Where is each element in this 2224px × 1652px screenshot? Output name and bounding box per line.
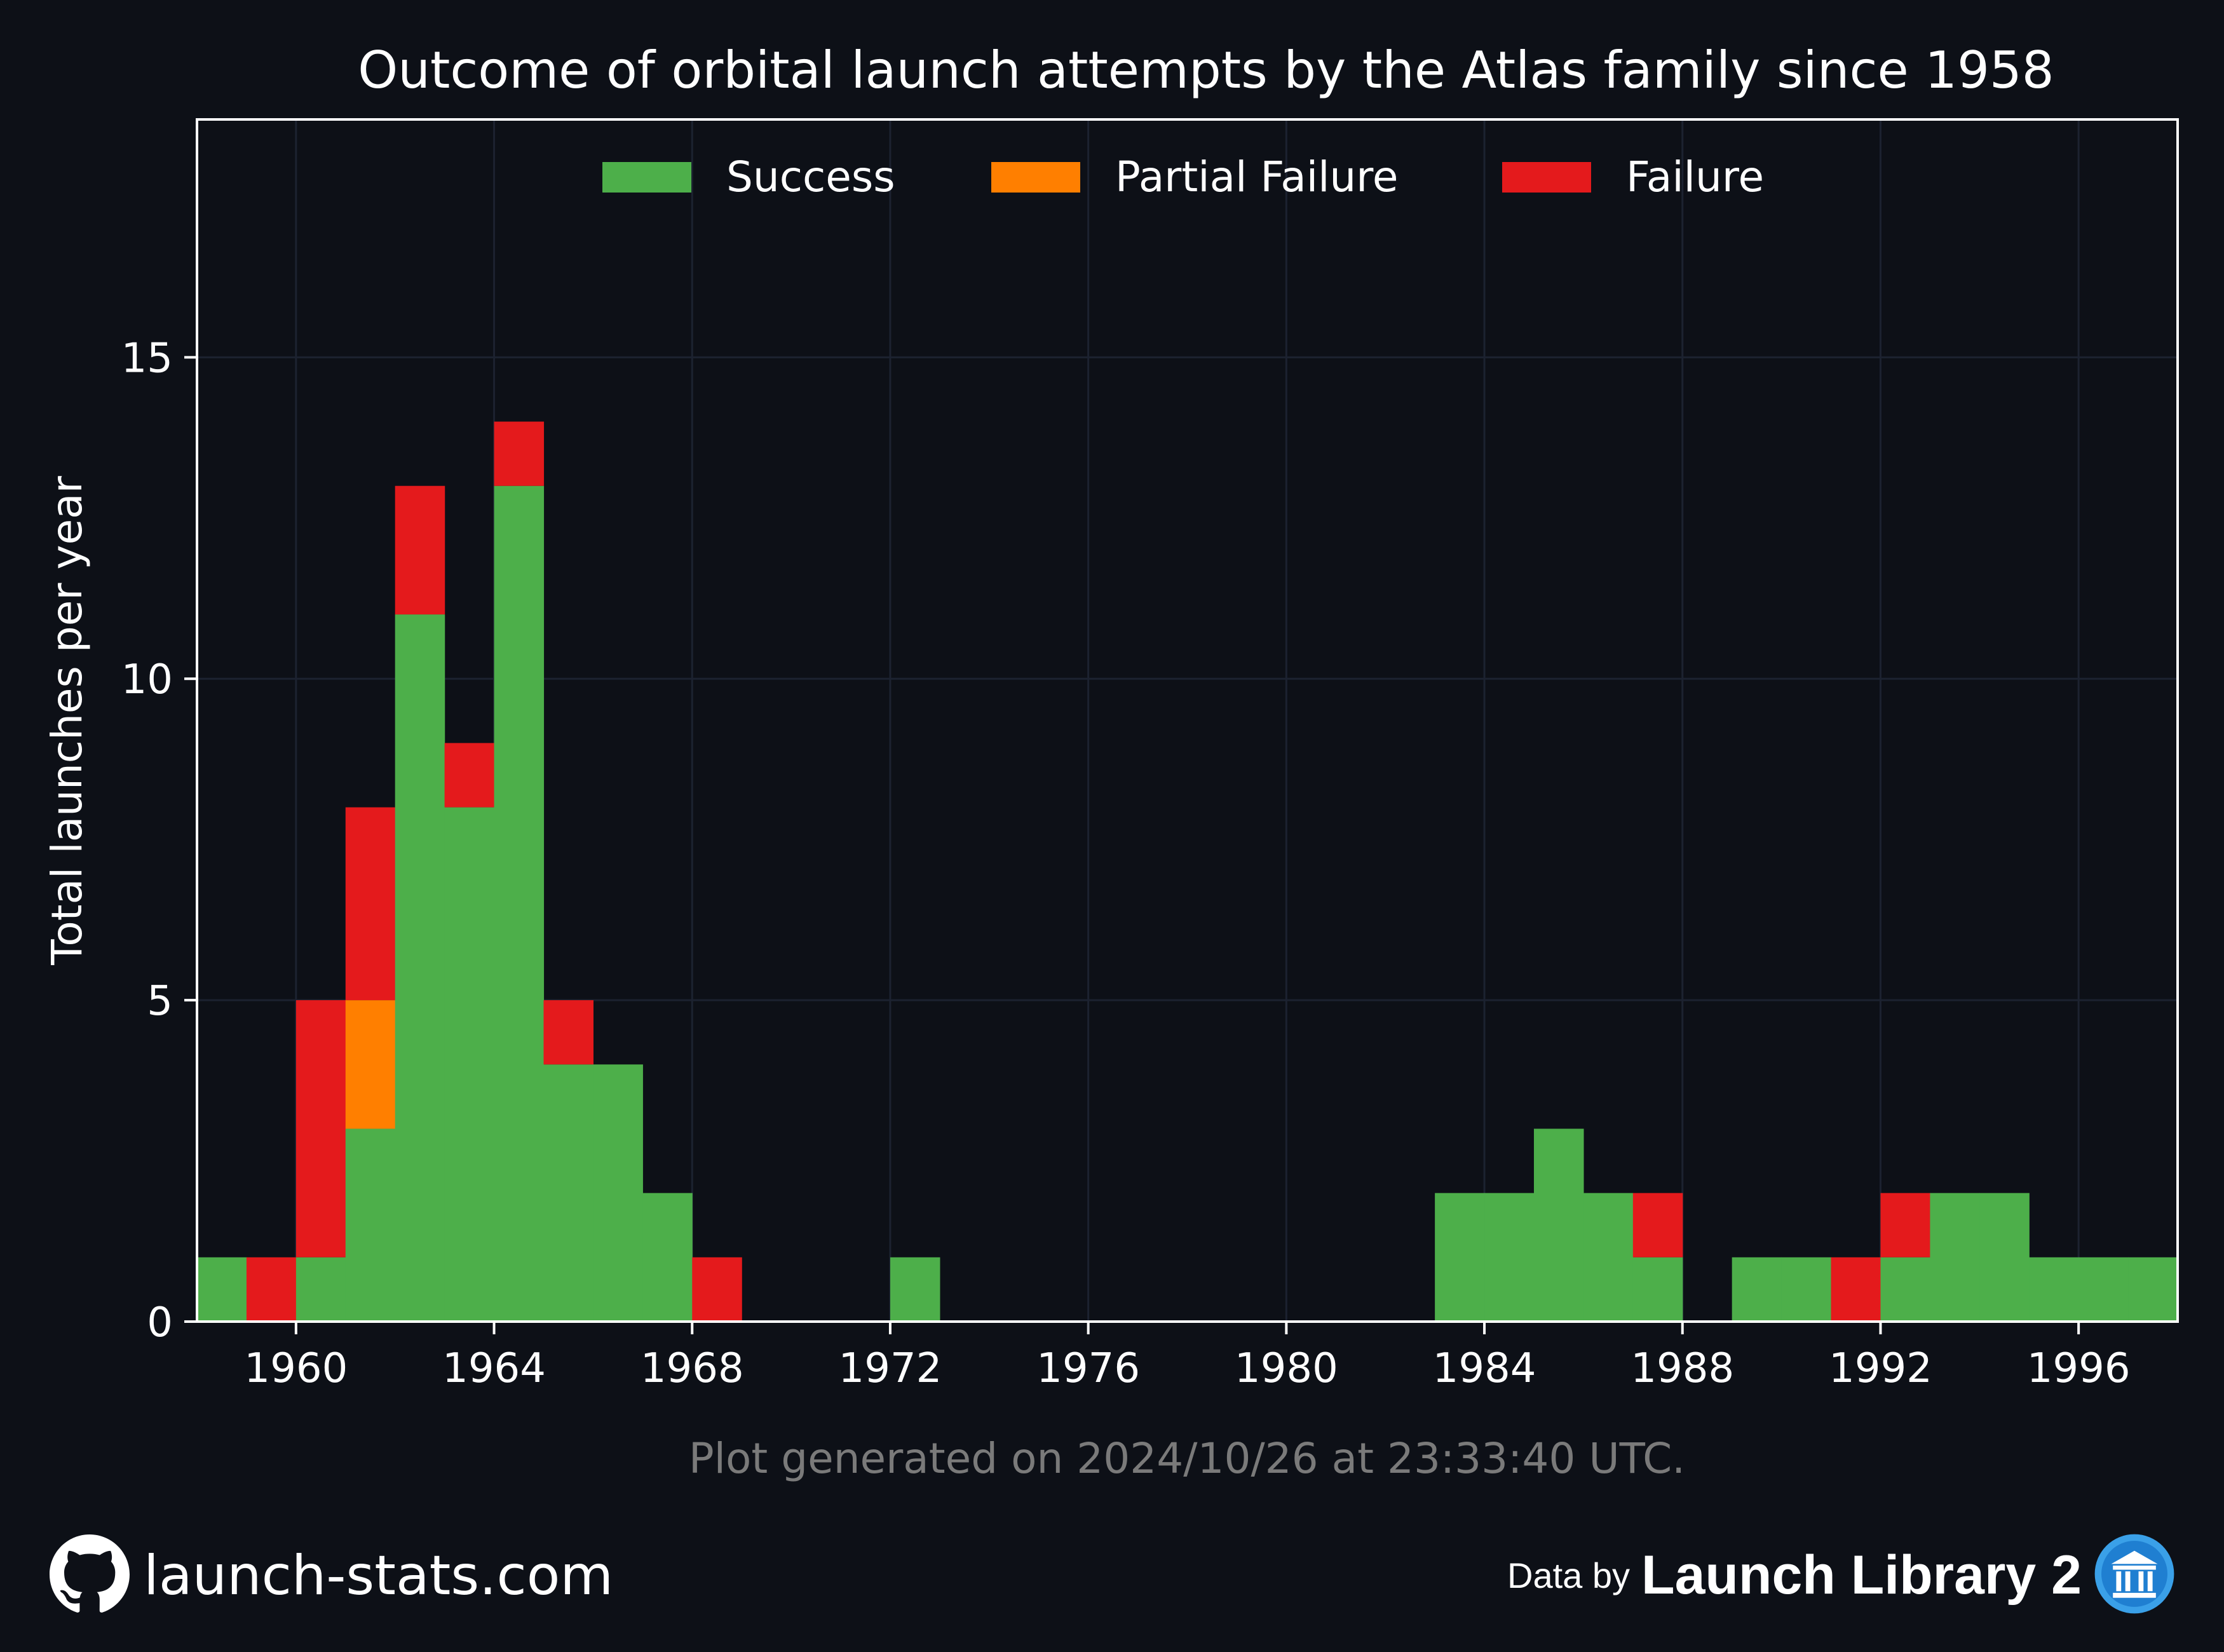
data-by-label: Data by — [1507, 1555, 1631, 1595]
bar-success-1960 — [295, 1257, 346, 1322]
bar-failure-1991 — [1831, 1257, 1882, 1322]
bar-success-1995 — [2029, 1257, 2079, 1322]
bar-failure-1987 — [1632, 1193, 1683, 1257]
bar-success-1962 — [395, 614, 445, 1322]
bar-success-1964 — [494, 485, 545, 1322]
y-tick-label: 15 — [121, 335, 173, 382]
bar-success-1961 — [345, 1128, 396, 1322]
bar-success-1985 — [1533, 1128, 1584, 1322]
github-icon — [50, 1534, 130, 1617]
x-tick-label: 1980 — [1235, 1345, 1338, 1392]
bar-success-1994 — [1979, 1193, 2030, 1322]
bar-success-1986 — [1583, 1193, 1634, 1322]
x-tick-label: 1992 — [1829, 1345, 1932, 1392]
footer-source[interactable]: Data by Launch Library 2 — [1507, 1533, 2176, 1618]
bar-success-1966 — [593, 1064, 643, 1322]
chart-title: Outcome of orbital launch attempts by th… — [358, 41, 2054, 100]
legend-label: Partial Failure — [1115, 152, 1399, 201]
footer-site[interactable]: launch-stats.com — [50, 1534, 613, 1617]
source-name[interactable]: Launch Library 2 — [1641, 1544, 2082, 1606]
bar-success-1983 — [1435, 1193, 1485, 1322]
bar-success-1993 — [1930, 1193, 1980, 1322]
bar-success-1972 — [890, 1257, 940, 1322]
x-tick-label: 1968 — [641, 1345, 744, 1392]
plot-frame — [196, 118, 2179, 1323]
legend-swatch — [602, 162, 691, 193]
bar-success-1989 — [1732, 1257, 1782, 1322]
bar-success-1958 — [197, 1257, 247, 1322]
bar-failure-1963 — [444, 743, 495, 808]
bar-success-1987 — [1632, 1257, 1683, 1322]
legend-label: Success — [726, 152, 895, 201]
bar-failure-1992 — [1880, 1193, 1930, 1257]
y-axis-label: Total launches per year — [43, 475, 92, 965]
bar-success-1990 — [1781, 1257, 1832, 1322]
bar-failure-1968 — [692, 1257, 742, 1322]
legend-swatch — [1502, 162, 1591, 193]
plot-footnote: Plot generated on 2024/10/26 at 23:33:40… — [689, 1434, 1685, 1483]
y-tick-label: 0 — [147, 1299, 173, 1346]
bar-success-1997 — [2128, 1257, 2178, 1322]
legend-swatch — [991, 162, 1080, 193]
bar-failure-1965 — [543, 1000, 593, 1065]
axis-ticks: 1960 1964 1968 1972 1976 1980 1984 1988 1992 1996… — [121, 335, 2131, 1392]
bar-failure-1961 — [345, 807, 396, 1001]
bar-success-1996 — [2078, 1257, 2129, 1322]
bar-success-1963 — [444, 807, 495, 1322]
bar-success-1967 — [642, 1193, 693, 1322]
bar-success-1984 — [1484, 1193, 1535, 1322]
y-tick-label: 10 — [121, 656, 173, 703]
legend: Success Partial Failure Failure — [602, 152, 1764, 201]
x-tick-label: 1984 — [1433, 1345, 1536, 1392]
x-tick-label: 1964 — [442, 1345, 546, 1392]
x-tick-label: 1972 — [839, 1345, 942, 1392]
bars — [197, 421, 2178, 1322]
x-tick-label: 1960 — [244, 1345, 348, 1392]
bar-failure-1960 — [295, 1000, 346, 1257]
bar-failure-1959 — [246, 1257, 297, 1322]
bar-failure-1962 — [395, 485, 445, 615]
y-tick-label: 5 — [147, 978, 173, 1025]
x-tick-label: 1976 — [1036, 1345, 1140, 1392]
site-link[interactable]: launch-stats.com — [144, 1544, 614, 1608]
bar-success-1965 — [543, 1064, 593, 1322]
bar-success-1992 — [1880, 1257, 1930, 1322]
legend-label: Failure — [1626, 152, 1764, 201]
x-tick-label: 1996 — [2027, 1345, 2131, 1392]
bar-partial-failure-1961 — [345, 1000, 396, 1129]
x-tick-label: 1988 — [1631, 1345, 1734, 1392]
library-building-icon — [2093, 1533, 2176, 1618]
bar-failure-1964 — [494, 421, 545, 486]
